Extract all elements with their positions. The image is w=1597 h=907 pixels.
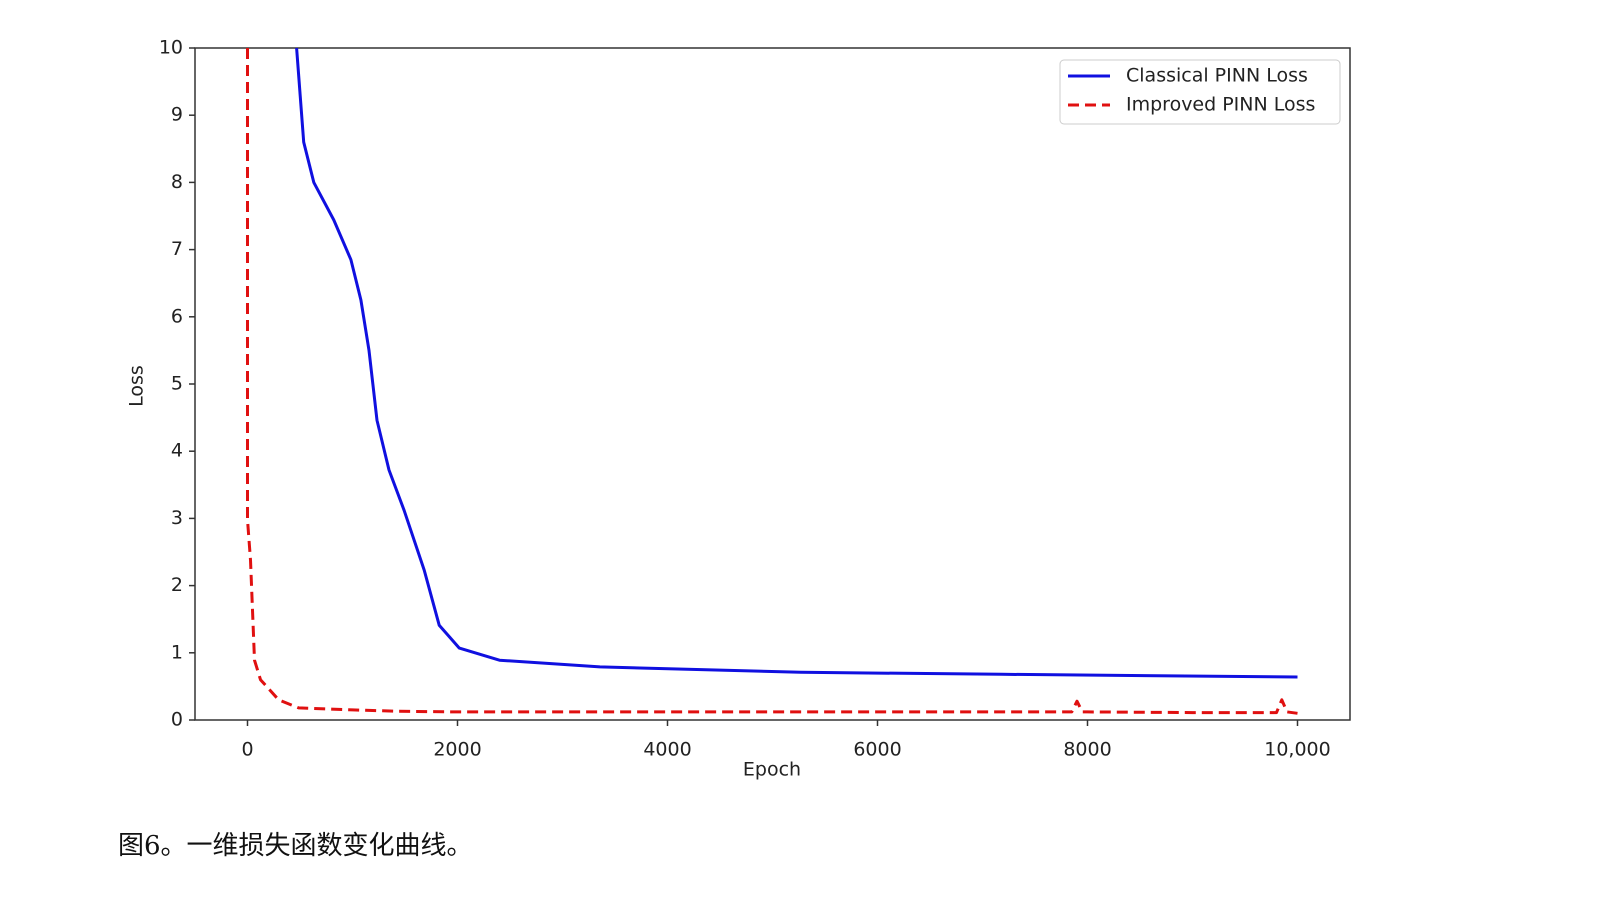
y-tick-label: 5 [171, 373, 183, 395]
y-tick-label: 8 [171, 171, 183, 193]
legend-label: Classical PINN Loss [1126, 65, 1308, 87]
legend-box [1059, 59, 1341, 125]
y-tick-label: 6 [171, 305, 183, 327]
y-tick-label: 4 [171, 440, 183, 462]
x-axis-label: Epoch [743, 759, 801, 781]
plot-lines [246, 48, 1298, 715]
x-tick-label: 4000 [643, 739, 691, 761]
y-tick-label: 0 [171, 709, 183, 731]
y-axis-label: Loss [126, 365, 148, 407]
line [295, 48, 1298, 679]
x-tick-label: 0 [241, 739, 253, 761]
x-tick-label: 2000 [433, 739, 481, 761]
y-tick-label: 10 [159, 37, 183, 59]
y-tick-label: 3 [171, 507, 183, 529]
x-tick-label: 8000 [1063, 739, 1111, 761]
y-tick-label: 7 [171, 238, 183, 260]
plot-frame [194, 47, 1351, 721]
y-tick-label: 9 [171, 104, 183, 126]
y-tick-label: 1 [171, 641, 183, 663]
legend-label: Improved PINN Loss [1126, 94, 1315, 116]
x-tick-label: 10,000 [1264, 739, 1330, 761]
y-tick-label: 2 [171, 574, 183, 596]
line [246, 48, 1298, 715]
x-tick-label: 6000 [853, 739, 901, 761]
caption: 图6。一维损失函数变化曲线。 [118, 831, 473, 861]
